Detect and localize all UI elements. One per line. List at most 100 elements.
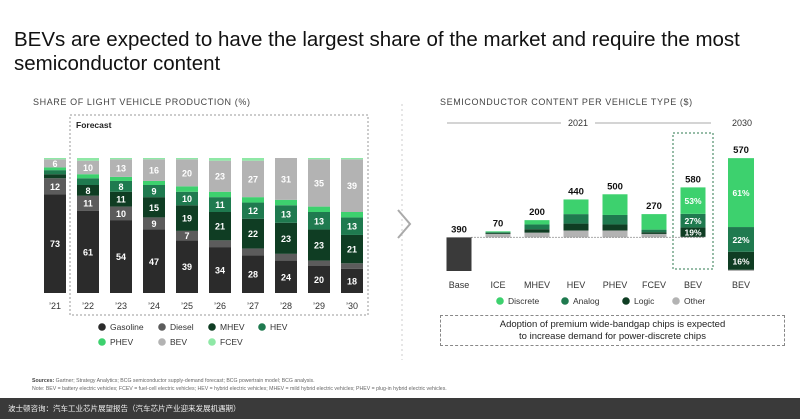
year-2030-label: 2030 <box>732 118 752 128</box>
data-label-mhev-23: 11 <box>116 195 126 205</box>
page-title: BEVs are expected to have the largest sh… <box>14 28 740 75</box>
bar-segment-logic-hev <box>563 223 589 231</box>
bar-segment-mhev-30 <box>341 234 363 264</box>
value-label-fcev: 270 <box>646 201 662 212</box>
legend-marker-diesel <box>158 323 166 331</box>
bar-segment-diesel-25 <box>176 230 198 241</box>
bar-segment-bev-27 <box>242 160 264 198</box>
bar-segment-mhev-24 <box>143 197 165 218</box>
bar-segment-fcev-30 <box>341 158 363 160</box>
bar-segment-analog-bev <box>680 213 706 228</box>
bar-segment-gasoline-22 <box>77 210 99 293</box>
data-label-bev-24: 16 <box>149 166 159 176</box>
bar-segment-mhev-21 <box>44 174 66 179</box>
data-label-diesel-24: 9 <box>151 219 156 229</box>
bar-segment-diesel-29 <box>308 260 330 266</box>
bar-segment-other-fcev <box>641 233 667 238</box>
bar-segment-discrete-mhev <box>524 220 550 225</box>
bar-segment-mhev-25 <box>176 205 198 231</box>
value-label-bev-2030: 570 <box>733 145 749 156</box>
legend-label-mhev: MHEV <box>220 322 245 332</box>
data-label-discrete-bev-2030: 61% <box>732 188 749 198</box>
data-label-hev-26: 11 <box>215 200 225 210</box>
bar-segment-gasoline-27 <box>242 255 264 293</box>
bar-segment-logic-fcev <box>641 232 667 234</box>
bar-segment-phev-29 <box>308 206 330 212</box>
x-tick-label-24: ’24 <box>148 301 160 311</box>
legend-marker-phev <box>98 338 106 346</box>
bar-base <box>446 237 472 271</box>
bar-segment-hev-23 <box>110 180 132 192</box>
bar-segment-fcev-23 <box>110 158 132 160</box>
data-label-hev-29: 13 <box>314 216 324 226</box>
data-label-logic-bev: 19% <box>684 228 701 238</box>
callout-line-1: Adoption of premium wide-bandgap chips i… <box>499 319 726 330</box>
data-label-gasoline-30: 18 <box>347 276 357 286</box>
data-label-diesel-23: 10 <box>116 209 126 219</box>
legend-marker-fcev <box>208 338 216 346</box>
bar-segment-bev-28 <box>275 158 297 200</box>
x-tick-label-26: ’26 <box>214 301 226 311</box>
bar-segment-diesel-22 <box>77 195 99 211</box>
bar-segment-analog-hev <box>563 214 589 224</box>
data-label-hev-30: 13 <box>347 222 357 232</box>
bar-segment-gasoline-25 <box>176 240 198 293</box>
bar-segment-logic-mhev <box>524 229 550 233</box>
bar-segment-phev-30 <box>341 212 363 218</box>
data-label-bev-28: 31 <box>281 174 291 184</box>
legend-label-other: Other <box>684 296 705 306</box>
x-tick-label-27: ’27 <box>247 301 259 311</box>
bar-segment-fcev-27 <box>242 158 264 161</box>
data-label-bev-22: 10 <box>83 163 93 173</box>
data-label-gasoline-26: 34 <box>215 266 225 276</box>
year-2021-label: 2021 <box>568 118 588 128</box>
bar-segment-analog-bev-2030 <box>728 227 754 252</box>
year-2021-bg <box>561 116 595 129</box>
data-label-mhev-30: 21 <box>347 245 357 255</box>
legend-label-analog: Analog <box>573 296 600 306</box>
bar-segment-phev-23 <box>110 176 132 181</box>
x-tick-label-23: ’23 <box>115 301 127 311</box>
footer-caption: 波士顿咨询：汽车工业芯片展望报告（汽车芯片产业迎来发展机遇期） <box>0 398 800 419</box>
data-label-diesel-22: 11 <box>83 199 93 209</box>
x-tick-label-22: ’22 <box>82 301 94 311</box>
bar-segment-analog-ice <box>485 232 511 234</box>
bar-segment-hev-26 <box>209 197 231 212</box>
legend-marker-bev <box>158 338 166 346</box>
bar-segment-analog-fcev <box>641 229 667 233</box>
value-label-bev: 580 <box>685 174 701 185</box>
bar-segment-discrete-bev <box>680 187 706 214</box>
bar-segment-fcev-25 <box>176 158 198 160</box>
data-label-bev-27: 27 <box>248 174 258 184</box>
data-label-gasoline-24: 47 <box>149 257 159 267</box>
bar-segment-diesel-21 <box>44 178 66 195</box>
bar-segment-hev-25 <box>176 191 198 206</box>
bar-segment-hev-28 <box>275 205 297 223</box>
bar-segment-bev-26 <box>209 160 231 192</box>
production-share-legend: Gasoline Diesel MHEV HEV PHEV BEV FCEV <box>98 322 288 347</box>
bar-segment-gasoline-24 <box>143 229 165 293</box>
legend-label-gasoline: Gasoline <box>110 322 144 332</box>
bar-segment-hev-24 <box>143 185 165 198</box>
bar-segment-discrete-fcev <box>641 214 667 230</box>
bar-segment-gasoline-26 <box>209 247 231 293</box>
bar-segment-phev-27 <box>242 197 264 203</box>
x-tick-label-25: ’25 <box>181 301 193 311</box>
data-label-mhev-25: 19 <box>182 214 192 224</box>
bar-segment-gasoline-30 <box>341 268 363 293</box>
bar-segment-bev-25 <box>176 159 198 187</box>
bar-segment-phev-25 <box>176 186 198 192</box>
bar-segment-bev-21 <box>44 159 66 168</box>
x-tick-label-28: ’28 <box>280 301 292 311</box>
data-label-analog-bev: 27% <box>684 216 701 226</box>
bar-segment-hev-27 <box>242 202 264 219</box>
bar-segment-fcev-22 <box>77 158 99 161</box>
x-tick-label-ice: ICE <box>490 280 505 290</box>
data-label-diesel-21: 12 <box>50 182 60 192</box>
legend-label-diesel: Diesel <box>170 322 194 332</box>
bar-segment-diesel-28 <box>275 253 297 261</box>
x-tick-label-21: ’21 <box>49 301 61 311</box>
legend-marker-gasoline <box>98 323 106 331</box>
bar-segment-gasoline-21 <box>44 194 66 293</box>
data-label-hev-27: 12 <box>248 206 258 216</box>
